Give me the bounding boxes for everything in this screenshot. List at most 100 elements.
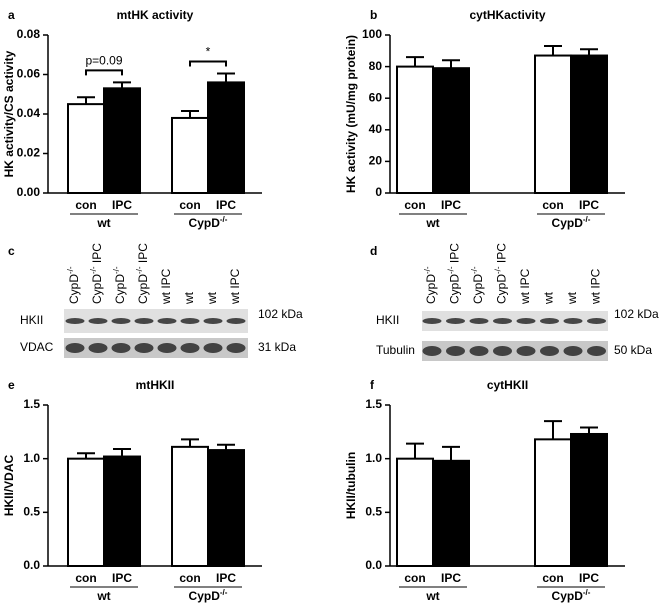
chart-title: mtHKII [136,378,175,392]
y-tick-label: 1.0 [365,451,382,465]
group-label-text: CypD [552,216,584,230]
row-label: HKII [20,313,43,327]
panel-label: e [8,378,15,392]
y-axis-label: HK activity/CS activity [2,50,16,177]
bar [171,116,209,194]
lane-label-sup: -/- [112,266,121,274]
blot-band [180,343,200,353]
bar-label: IPC [441,571,461,585]
blot-band [134,343,154,353]
group-label-sup: -/- [220,588,228,597]
blot-band [563,318,583,324]
lane-label: wt [542,291,556,305]
blot-band [587,318,606,324]
bar-label: IPC [216,198,236,212]
blot-band [88,343,108,353]
lane-label: CypD-/- [66,266,82,304]
bar [67,103,105,194]
group-label: CypD-/- [189,588,228,604]
lane-label-sup: -/- [470,266,479,274]
annotation: * [206,45,211,59]
bar [534,438,572,568]
blot-band [111,318,131,324]
bar [432,459,470,567]
lane-label-text: CypD [90,274,104,304]
blot-band [422,346,442,356]
group-label-sup: -/- [583,588,591,597]
blot-band [422,318,442,324]
y-tick-label: 0.04 [17,106,41,120]
lane-label-text: CypD [136,274,150,304]
bar-label: IPC [441,198,461,212]
lane-label-text: wt IPC [159,268,173,305]
lane-label-text: CypD [113,274,127,304]
row-label: Tubulin [376,343,415,357]
bar [570,432,608,568]
group-label-text: CypD [189,589,221,603]
y-axis-label: HKII/tubulin [344,452,358,519]
lane-label-text: wt IPC [589,268,603,305]
group-label-sup: -/- [220,215,228,224]
blot-band [446,318,465,324]
lane-label-sup: -/- [135,266,144,274]
bar-label: IPC [216,571,236,585]
lane-label-text: wt [542,291,556,305]
lane-label-after: IPC [495,243,509,267]
chart-title: mtHK activity [117,8,194,22]
blot-strip [422,311,608,331]
annotation: p=0.09 [85,54,122,68]
y-tick-label: 0.0 [23,558,40,572]
blot-band [540,318,559,324]
blot-band [203,318,223,324]
bar [432,67,470,194]
group-label: CypD-/- [189,215,228,231]
lane-label: CypD-/- IPC [493,243,509,304]
bar-label: con [179,571,200,585]
group-label-text: wt [425,216,439,230]
blot-band [493,346,512,356]
lane-label-after: IPC [90,243,104,267]
group-label-text: wt [96,589,110,603]
bar [67,457,105,567]
bar [103,455,141,567]
blot-strip [422,341,608,361]
bar-label: con [75,571,96,585]
bar [207,449,245,567]
blot-band [226,318,246,324]
lane-label: CypD-/- [470,266,486,304]
lane-label-sup: -/- [493,266,502,274]
bar-label: con [404,198,425,212]
lane-label-sup: -/- [66,266,75,274]
lane-label-text: wt [205,291,219,305]
y-tick-label: 0.0 [365,558,382,572]
lane-label-text: wt IPC [518,268,532,305]
lane-label-after: IPC [448,243,462,267]
y-tick-label: 1.5 [365,397,382,411]
bar-label: IPC [112,198,132,212]
blot-band [516,318,536,324]
blot-band [134,318,154,324]
blot-band [226,343,246,353]
lane-label-text: CypD [67,274,81,304]
row-label: HKII [376,313,399,327]
lane-label: CypD-/- IPC [89,243,105,304]
bar-label: con [75,198,96,212]
group-label-text: CypD [189,216,221,230]
blot-band [157,343,177,353]
bar-label: IPC [112,571,132,585]
bar [171,445,209,567]
blot-band [65,343,85,353]
panel-label: c [8,244,15,258]
lane-label-text: wt [182,291,196,305]
row-label: VDAC [20,340,54,354]
bar-label: IPC [579,571,599,585]
group-label-text: wt [96,216,110,230]
significance-bracket [85,69,123,76]
size-label: 31 kDa [258,340,296,354]
group-label: CypD-/- [552,215,591,231]
y-tick-label: 1.0 [23,451,40,465]
y-tick-label: 0.5 [365,505,382,519]
lane-label: CypD-/- IPC [135,243,151,304]
lane-label: wt IPC [159,268,173,305]
